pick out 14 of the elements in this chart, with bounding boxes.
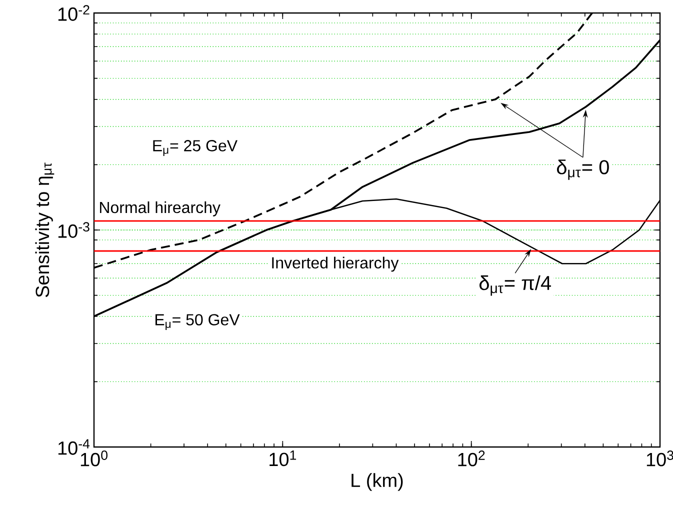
- x-axis-title: L (km): [352, 473, 403, 491]
- x-tick-label: 10$^{2}$: [458, 450, 485, 466]
- annotation: δ$_{μτ}$= π/4: [480, 275, 551, 296]
- ref-line-label: Inverted hierarchy: [272, 256, 399, 272]
- x-tick-label: 10$^{1}$: [270, 450, 296, 466]
- y-tick-label: 10$^{-2}$: [58, 5, 90, 21]
- annotation: E$_{μ}$= 50 GeV: [156, 314, 240, 330]
- x-tick-label: 10$^{3}$: [646, 450, 673, 466]
- y-axis-title: Sensitivity to η$_{μτ}$: [35, 162, 54, 298]
- y-tick-label: 10$^{-3}$: [58, 222, 90, 238]
- ref-line-label: Normal hirearchy: [100, 201, 220, 216]
- x-tick-label: 10$^{0}$: [80, 450, 108, 466]
- annotation: δ$_{μτ}$= 0: [556, 160, 609, 180]
- annotation: E$_{μ}$= 25 GeV: [153, 140, 238, 156]
